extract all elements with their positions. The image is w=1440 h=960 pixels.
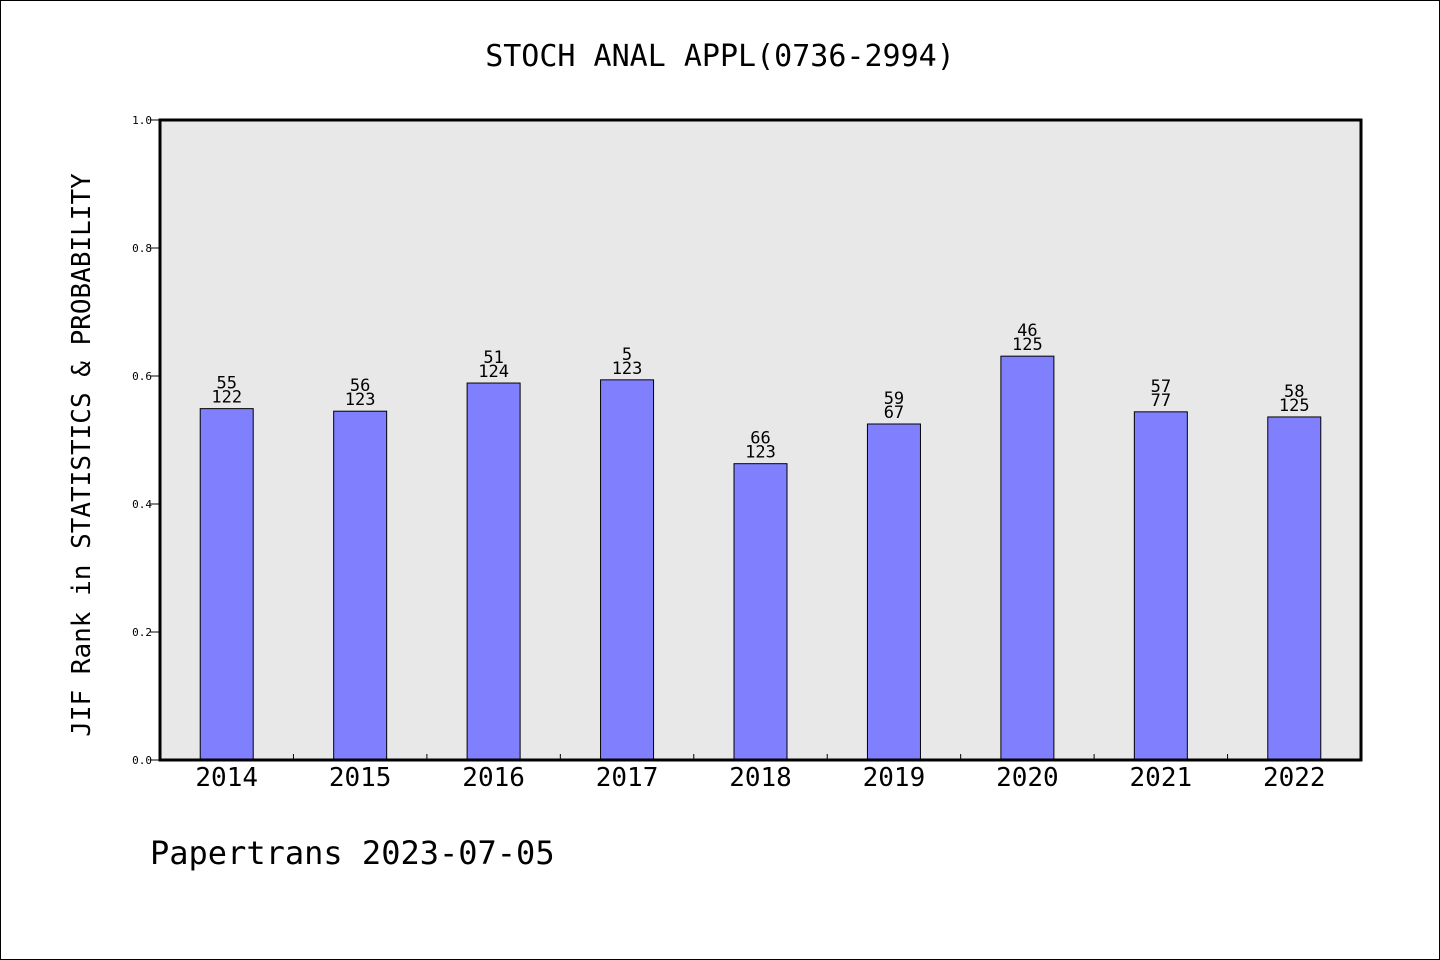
bar-rank-label: 5 bbox=[622, 345, 632, 365]
bar-total-label: 125 bbox=[1279, 396, 1310, 416]
bar-total-label: 122 bbox=[211, 388, 242, 408]
bar-rank-label: 51 bbox=[483, 348, 503, 368]
bar-2015 bbox=[333, 410, 388, 761]
bar-2018 bbox=[733, 463, 788, 761]
bar-total-label: 123 bbox=[612, 359, 643, 379]
x-tick-label: 2015 bbox=[329, 763, 392, 793]
y-tick-label: 0.4 bbox=[132, 498, 152, 511]
bar-2019 bbox=[866, 423, 921, 761]
x-tick-label: 2014 bbox=[195, 763, 258, 793]
y-tick-label: 0.6 bbox=[132, 370, 152, 383]
x-tick-label: 2021 bbox=[1130, 763, 1193, 793]
bar-rank-label: 66 bbox=[750, 429, 770, 449]
x-tick-label: 2016 bbox=[462, 763, 525, 793]
bar-rank-label: 57 bbox=[1151, 377, 1171, 397]
x-tick-label: 2017 bbox=[596, 763, 659, 793]
bar-rank-label: 59 bbox=[884, 389, 904, 409]
y-tick-label: 0.2 bbox=[132, 626, 152, 639]
y-tick-label: 0.0 bbox=[132, 754, 152, 767]
x-tick-label: 2019 bbox=[863, 763, 926, 793]
bar-rank-label: 58 bbox=[1284, 382, 1304, 402]
footer-text: Papertrans 2023-07-05 bbox=[150, 834, 555, 872]
bar-rank-label: 55 bbox=[216, 374, 236, 394]
bar-total-label: 123 bbox=[345, 390, 376, 410]
y-tick-label: 1.0 bbox=[132, 114, 152, 127]
bar-2017 bbox=[600, 379, 655, 761]
x-tick-label: 2020 bbox=[996, 763, 1059, 793]
bar-total-label: 67 bbox=[884, 403, 904, 423]
x-tick-label: 2018 bbox=[729, 763, 792, 793]
chart-title: STOCH ANAL APPL(0736-2994) bbox=[485, 39, 955, 74]
y-axis-label: JIF Rank in STATISTICS & PROBABILITY bbox=[67, 173, 97, 737]
bar-total-label: 125 bbox=[1012, 335, 1043, 355]
bar-total-label: 124 bbox=[478, 362, 509, 382]
bar-2020 bbox=[1000, 355, 1055, 761]
bar-2022 bbox=[1267, 416, 1322, 761]
bar-2021 bbox=[1133, 411, 1188, 761]
y-tick-label: 0.8 bbox=[132, 242, 152, 255]
bar-2016 bbox=[466, 382, 521, 761]
bar-total-label: 123 bbox=[745, 443, 776, 463]
bar-total-label: 77 bbox=[1151, 391, 1171, 411]
bar-2014 bbox=[199, 408, 254, 761]
bar-rank-label: 46 bbox=[1017, 321, 1037, 341]
bar-rank-label: 56 bbox=[350, 376, 370, 396]
plot-border bbox=[158, 118, 1363, 762]
x-tick-label: 2022 bbox=[1263, 763, 1326, 793]
